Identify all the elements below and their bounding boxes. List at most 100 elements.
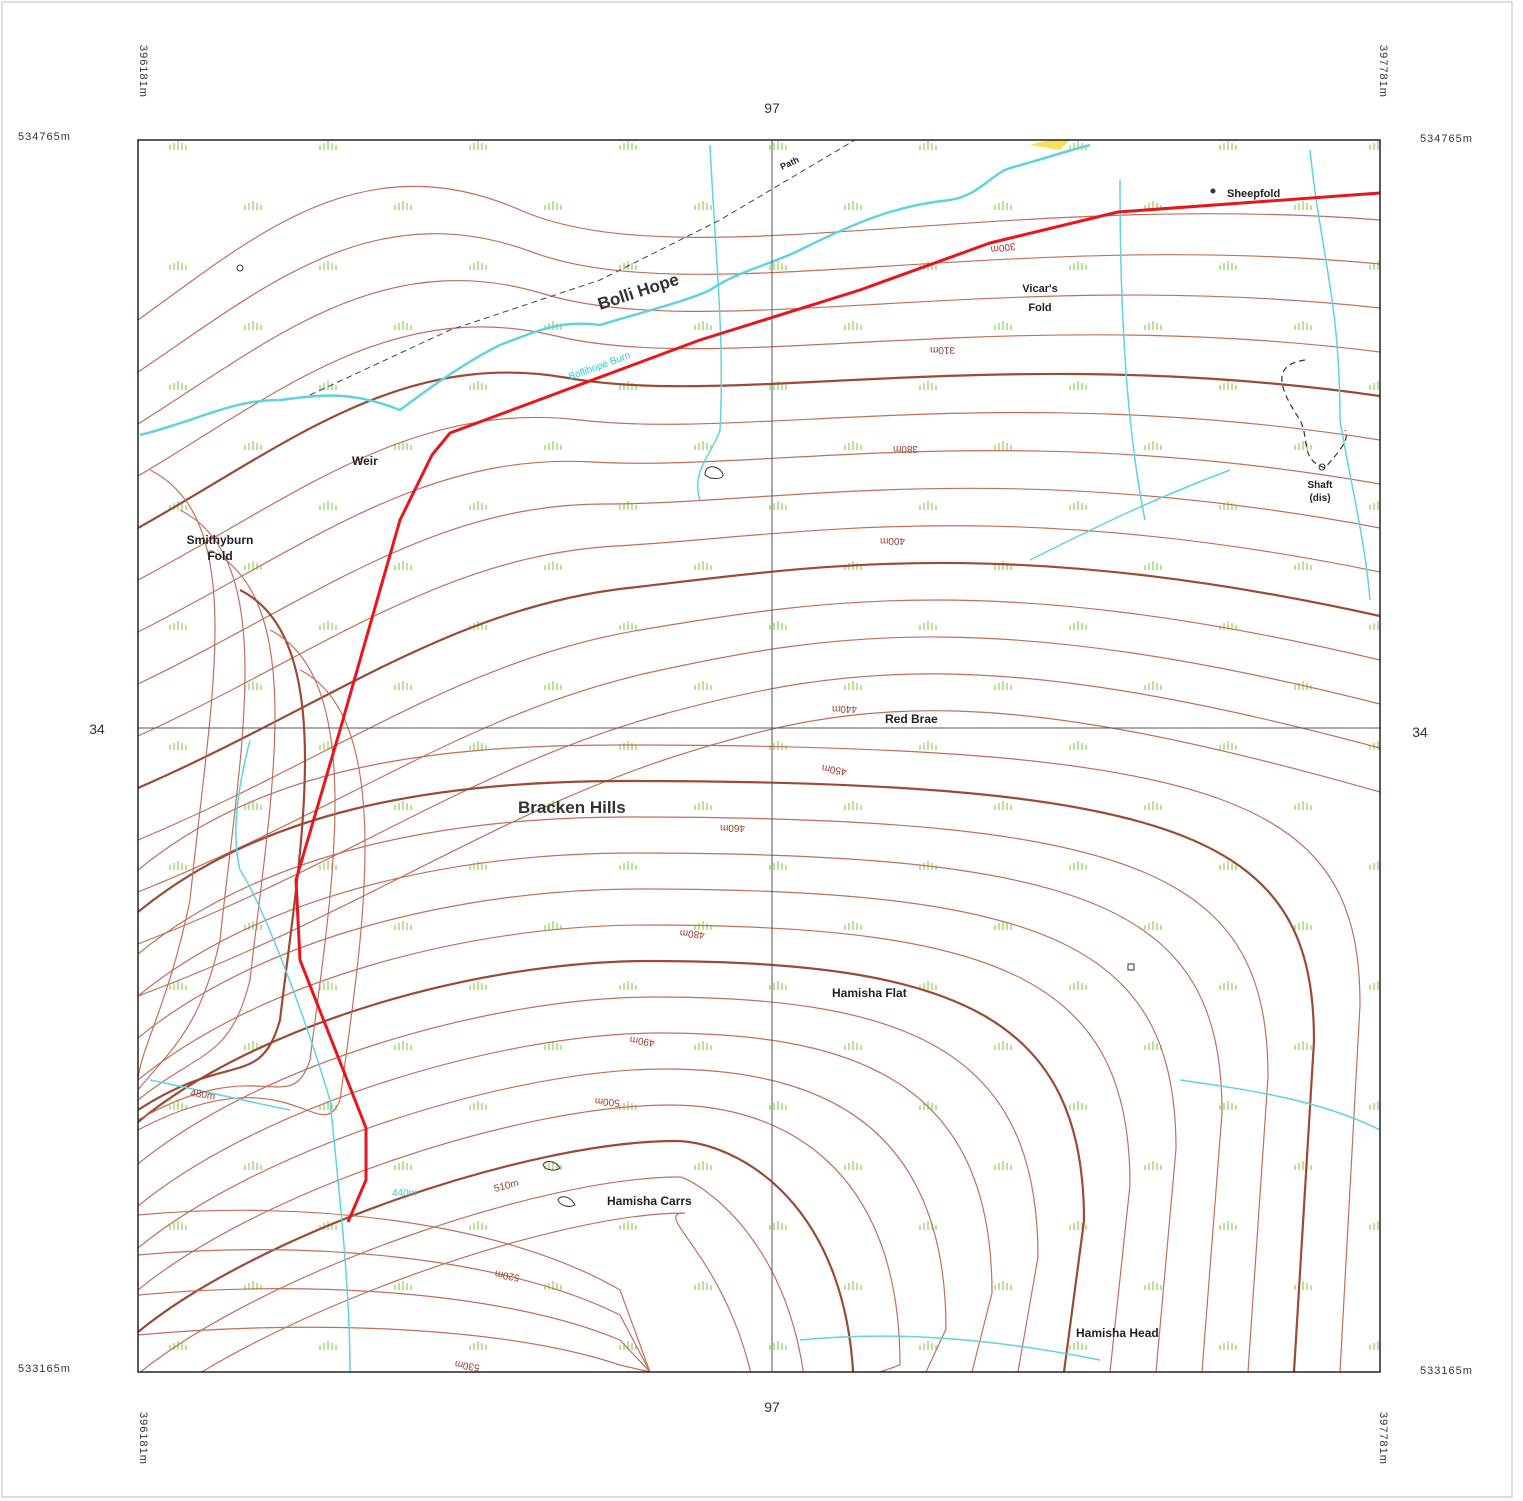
coordinate-label: 397781m — [1377, 1412, 1389, 1465]
pond — [542, 1161, 561, 1171]
contour-line — [138, 326, 1380, 477]
shaft — [1318, 463, 1326, 471]
marker — [236, 264, 244, 272]
contour-label: 440m — [392, 1188, 417, 1199]
grid-label: 34 — [1412, 724, 1428, 740]
coordinate-label: 534765m — [18, 131, 71, 143]
place-label: (dis) — [1309, 493, 1330, 504]
place-label: Smithyburn — [187, 533, 254, 547]
contour-label: 380m — [893, 443, 918, 454]
place-label: Hamisha Head — [1076, 1326, 1159, 1340]
contour-line — [138, 1104, 901, 1372]
contour-line — [138, 629, 336, 1121]
place-label: Hamisha Flat — [832, 986, 907, 1000]
contour-line — [138, 411, 1380, 581]
contour-label: 500m — [594, 1095, 620, 1108]
coordinate-label: 397781m — [1377, 45, 1389, 98]
contour-line — [139, 1176, 804, 1372]
map-symbols — [236, 188, 1326, 1207]
coordinate-label: 396181m — [137, 1412, 149, 1465]
stream — [1029, 469, 1231, 561]
stream — [697, 144, 723, 501]
contour-line — [138, 450, 1380, 633]
place-label: Fold — [207, 549, 232, 563]
contour-label: 450m — [821, 762, 848, 777]
contour-label: 400m — [880, 535, 905, 546]
stream — [235, 739, 351, 1372]
stream — [799, 1335, 1101, 1361]
contours — [138, 185, 1380, 1372]
contour-line — [138, 779, 1316, 1372]
place-label: Vicar's — [1022, 283, 1057, 295]
coordinate-label: 533165m — [18, 1363, 71, 1375]
contour-line — [200, 1212, 752, 1372]
shaft-track — [1281, 359, 1347, 469]
grid-label: 97 — [764, 1399, 780, 1415]
path-track — [309, 139, 856, 396]
contour-line — [138, 669, 366, 1131]
stream — [1309, 149, 1371, 601]
contour-label: 460m — [720, 822, 745, 833]
contour-line — [138, 525, 1380, 737]
coordinate-label: 396181m — [137, 45, 149, 98]
contour-line — [138, 816, 1269, 1372]
contour-line — [138, 1209, 651, 1372]
contour-label: 520m — [494, 1268, 521, 1283]
contour-label: 480m — [679, 927, 705, 940]
pond — [704, 466, 724, 479]
contour-line — [138, 888, 1177, 1372]
contour-label: 530m — [454, 1358, 481, 1373]
contour-line — [138, 636, 1380, 893]
coordinate-label: 533165m — [1420, 1365, 1473, 1377]
place-label: Bracken Hills — [518, 798, 626, 817]
sheepfold-marker — [1210, 188, 1216, 194]
stream — [1119, 179, 1146, 521]
contour-line — [138, 710, 1380, 997]
contour-label: 440m — [832, 703, 857, 714]
map-frame — [137, 139, 1381, 1373]
contour-label: 310m — [930, 344, 955, 355]
contour-line — [138, 279, 1380, 425]
contour-line — [138, 673, 1380, 945]
contour-line — [138, 959, 1086, 1372]
stream — [1179, 1079, 1380, 1131]
bollihope-burn — [139, 143, 1091, 437]
contour-line — [138, 924, 1131, 1372]
contour-line — [138, 561, 1380, 790]
contour-line — [138, 233, 1380, 373]
contour-line — [138, 589, 307, 1111]
marker — [1127, 963, 1135, 971]
contour-line — [138, 1068, 947, 1372]
place-label: Shaft — [1308, 480, 1334, 491]
yellow-patch — [1030, 139, 1070, 150]
contour-line — [138, 371, 1380, 529]
contour-line — [138, 1326, 651, 1372]
contour-line — [138, 996, 1039, 1372]
contour-line — [138, 185, 1380, 321]
contour-line — [138, 1032, 993, 1372]
contour-line — [138, 744, 1361, 1372]
contour-label: 300m — [990, 240, 1016, 254]
place-label: Sheepfold — [1227, 188, 1280, 200]
place-label: Red Brae — [885, 712, 938, 726]
grid-label: 97 — [764, 100, 780, 116]
contour-line — [138, 509, 246, 1091]
place-label: Fold — [1028, 302, 1051, 314]
vegetation — [138, 140, 1380, 1372]
pond — [557, 1196, 576, 1207]
contour-label: 490m — [629, 1034, 655, 1048]
contour-line — [138, 1249, 651, 1372]
route — [294, 191, 1381, 1223]
contour-label: 480m — [190, 1088, 216, 1102]
contour-line — [138, 1288, 651, 1372]
contour-line — [138, 599, 1380, 841]
coordinate-label: 534765m — [1420, 133, 1473, 145]
grid-label: 34 — [89, 721, 105, 737]
contour-line — [138, 487, 1380, 685]
water — [139, 143, 1380, 1372]
place-label: Hamisha Carrs — [607, 1194, 692, 1208]
place-label: Weir — [352, 454, 378, 468]
contour-line — [138, 469, 216, 1081]
